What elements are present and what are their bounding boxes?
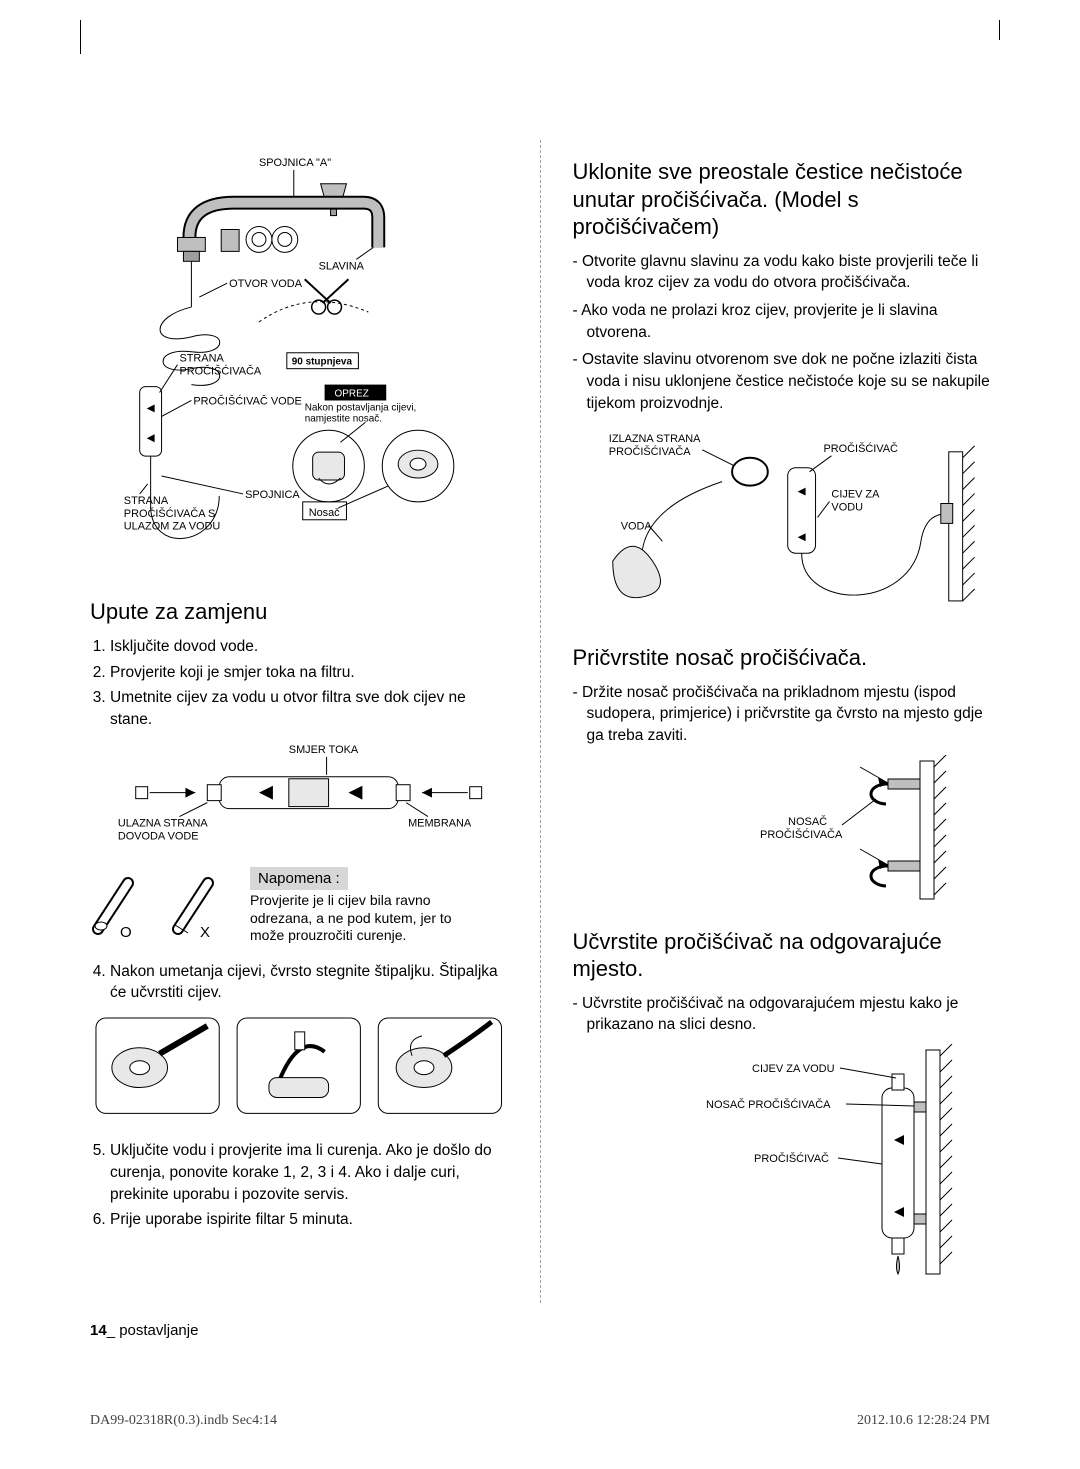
step-5: Uključite vodu i provjerite ima li curen… bbox=[110, 1140, 508, 1205]
label-90deg: 90 stupnjeva bbox=[292, 357, 353, 368]
section-name: postavljanje bbox=[119, 1322, 198, 1339]
label-proc: PROČIŠĆIVAČ bbox=[823, 442, 898, 455]
heading-pricvrstite: Pričvrstite nosač pročišćivača. bbox=[573, 644, 991, 672]
label-nosac: Nosač bbox=[309, 507, 340, 519]
list-ucvrstite: Učvrstite pročišćivač na odgovarajućem m… bbox=[573, 993, 991, 1036]
label-otvor-voda: OTVOR VODA bbox=[229, 278, 303, 290]
label-nosac-proc: NOSAČ PROČIŠĆIVAČA bbox=[706, 1098, 831, 1111]
column-divider bbox=[540, 140, 541, 1303]
page-number: 14 bbox=[90, 1322, 107, 1339]
label-nakon-1: Nakon postavljanja cijevi, bbox=[305, 402, 417, 413]
svg-text:CIJEV ZA: CIJEV ZA bbox=[831, 489, 880, 501]
figure-outlet: IZLAZNA STRANA PROČIŠĆIVAČA VODA PROČIŠĆ… bbox=[573, 422, 991, 626]
label-mount-proc: PROČIŠĆIVAČ bbox=[754, 1152, 829, 1165]
figure-mount: CIJEV ZA VODU NOSAČ PROČIŠĆIVAČA PROČIŠĆ… bbox=[573, 1044, 991, 1289]
figure-bracket: NOSAČ PROČIŠĆIVAČA bbox=[573, 755, 991, 910]
tube-correct-icon: O bbox=[90, 871, 152, 941]
figure-clamps bbox=[90, 1012, 508, 1126]
print-file: DA99-02318R(0.3).indb Sec4:14 bbox=[90, 1413, 277, 1429]
label-strana-proc: STRANA bbox=[179, 353, 224, 365]
svg-text:DOVODA VODE: DOVODA VODE bbox=[118, 830, 199, 842]
svg-text:namjestite nosač.: namjestite nosač. bbox=[305, 413, 382, 424]
svg-text:VODU: VODU bbox=[831, 502, 863, 514]
step-2: Provjerite koji je smjer toka na filtru. bbox=[110, 662, 508, 684]
svg-text:IZLAZNA STRANA: IZLAZNA STRANA bbox=[608, 433, 700, 445]
heading-uklonite: Uklonite sve preostale čestice nečistoće… bbox=[573, 158, 991, 241]
label-spojnica-a: SPOJNICA "A" bbox=[259, 157, 331, 169]
bullet-p1: Držite nosač pročišćivača na prikladnom … bbox=[573, 682, 991, 747]
heading-ucvrstite: Učvrstite pročišćivač na odgovarajuće mj… bbox=[573, 928, 991, 983]
right-column: Uklonite sve preostale čestice nečistoće… bbox=[573, 140, 991, 1303]
label-oprez: OPREZ bbox=[335, 389, 369, 400]
note-label: Napomena : bbox=[250, 867, 348, 890]
svg-text:ULAZOM ZA VODU: ULAZOM ZA VODU bbox=[124, 521, 221, 533]
figure-assembly: SPOJNICA "A" SLAVINA bbox=[90, 148, 508, 580]
label-cijev: CIJEV ZA VODU bbox=[752, 1063, 835, 1075]
label-slavina: SLAVINA bbox=[319, 260, 365, 272]
label-smjer-toka: SMJER TOKA bbox=[289, 744, 359, 756]
step-1: Isključite dovod vode. bbox=[110, 636, 508, 658]
svg-text:ULAZNA STRANA: ULAZNA STRANA bbox=[118, 817, 209, 829]
left-column: SPOJNICA "A" SLAVINA bbox=[90, 140, 508, 1303]
tube-wrong-icon: X bbox=[170, 871, 232, 941]
svg-text:NOSAČ: NOSAČ bbox=[788, 815, 827, 828]
svg-text:PROČIŠĆIVAČA: PROČIŠĆIVAČA bbox=[760, 828, 843, 841]
svg-text:STRANA: STRANA bbox=[124, 495, 169, 507]
list-uklonite: Otvorite glavnu slavinu za vodu kako bis… bbox=[573, 251, 991, 415]
label-spojnica: SPOJNICA bbox=[245, 489, 300, 501]
steps-list-b2: Uključite vodu i provjerite ima li curen… bbox=[90, 1140, 508, 1231]
figure-flow: SMJER TOKA ULAZNA STRANA DOVODA VODE bbox=[90, 739, 508, 853]
print-timestamp: 2012.10.6 12:28:24 PM bbox=[857, 1413, 990, 1429]
label-proc-vode: PROČIŠĆIVAČ VODE bbox=[193, 394, 301, 407]
step-3: Umetnite cijev za vodu u otvor filtra sv… bbox=[110, 687, 508, 730]
svg-text:PROČIŠĆIVAČA: PROČIŠĆIVAČA bbox=[608, 445, 690, 458]
bullet-u2: Ako voda ne prolazi kroz cijev, provjeri… bbox=[573, 300, 991, 343]
step-6: Prije uporabe ispirite filtar 5 minuta. bbox=[110, 1209, 508, 1231]
svg-text:PROČIŠĆIVAČA: PROČIŠĆIVAČA bbox=[179, 365, 261, 378]
print-metadata: DA99-02318R(0.3).indb Sec4:14 2012.10.6 … bbox=[90, 1413, 990, 1429]
step-4: Nakon umetanja cijevi, čvrsto stegnite š… bbox=[110, 961, 508, 1004]
bullet-u3: Ostavite slavinu otvorenom sve dok ne po… bbox=[573, 349, 991, 414]
svg-text:O: O bbox=[120, 924, 132, 941]
list-pricvrstite: Držite nosač pročišćivača na prikladnom … bbox=[573, 682, 991, 747]
label-membrana: MEMBRANA bbox=[408, 817, 472, 829]
steps-list-a: Isključite dovod vode. Provjerite koji j… bbox=[90, 636, 508, 731]
note-row: O X Napomena : Provjerite je li cijev bi… bbox=[90, 867, 508, 945]
svg-text:PROČIŠĆIVAČA S: PROČIŠĆIVAČA S bbox=[124, 507, 215, 520]
bullet-uc1: Učvrstite pročišćivač na odgovarajućem m… bbox=[573, 993, 991, 1036]
label-voda: VODA bbox=[620, 521, 652, 533]
heading-upute: Upute za zamjenu bbox=[90, 598, 508, 626]
note-text: Provjerite je li cijev bila ravno odreza… bbox=[250, 892, 470, 945]
svg-text:X: X bbox=[200, 924, 210, 941]
bullet-u1: Otvorite glavnu slavinu za vodu kako bis… bbox=[573, 251, 991, 294]
page-footer: 14_ postavljanje bbox=[90, 1322, 198, 1339]
steps-list-b1: Nakon umetanja cijevi, čvrsto stegnite š… bbox=[90, 961, 508, 1004]
